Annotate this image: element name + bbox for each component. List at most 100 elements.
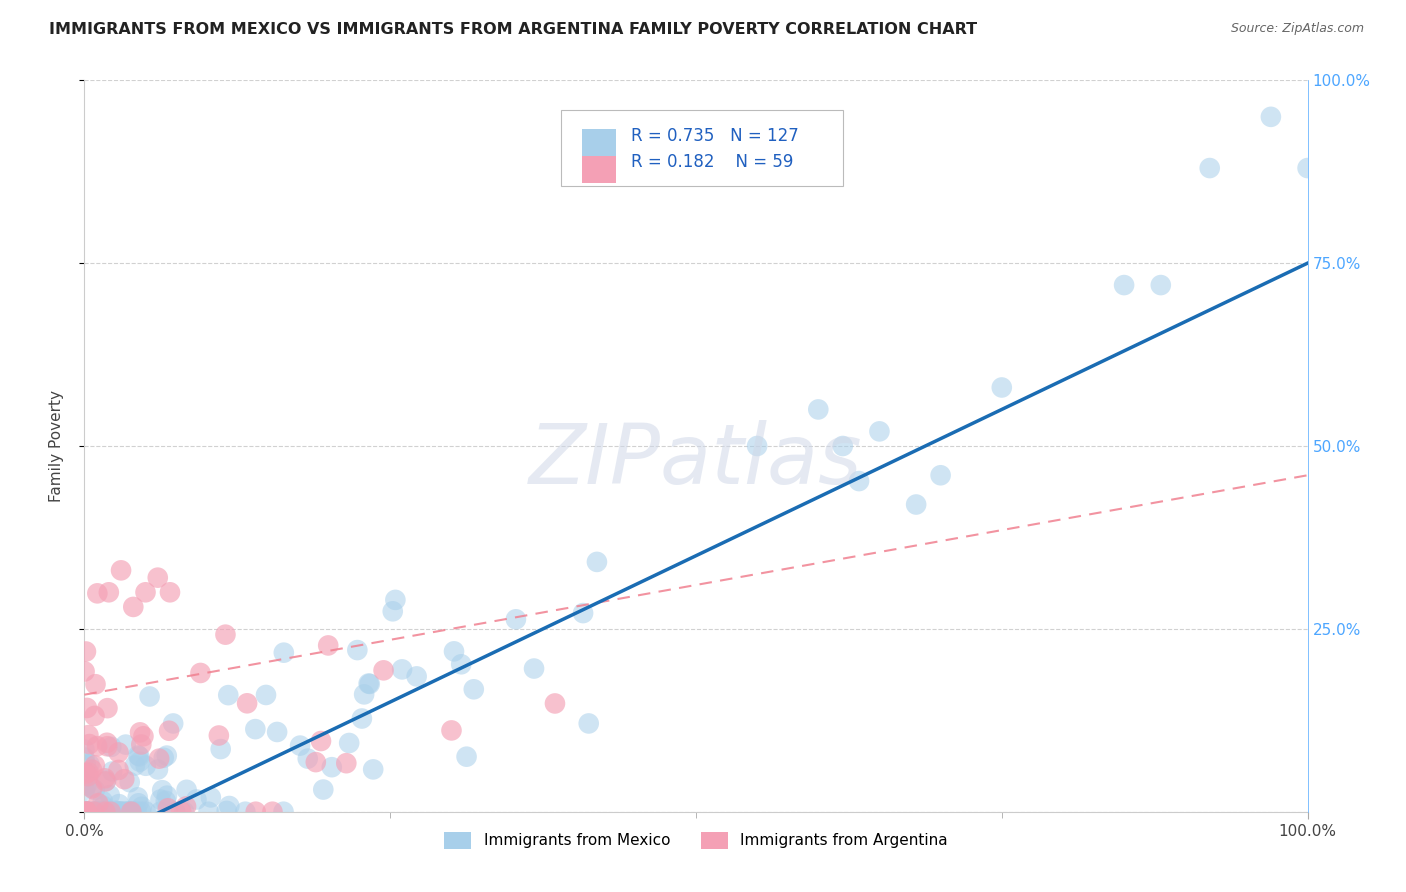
Point — [200, 790, 222, 805]
Text: R = 0.735   N = 127: R = 0.735 N = 127 — [631, 127, 799, 145]
Point — [79, 757, 101, 772]
Point — [149, 805, 172, 819]
Point — [384, 593, 406, 607]
Point — [1260, 110, 1282, 124]
Point — [215, 804, 238, 818]
Point — [101, 764, 124, 779]
Point — [75, 805, 97, 819]
Point — [107, 746, 129, 760]
Point — [86, 739, 108, 754]
Point — [138, 690, 160, 704]
Point — [391, 662, 413, 676]
Point — [209, 742, 232, 756]
Point — [381, 604, 404, 618]
Point — [245, 805, 267, 819]
Point — [131, 738, 153, 752]
Point — [450, 657, 472, 672]
Point — [100, 739, 122, 754]
Point — [929, 468, 952, 483]
Point — [118, 805, 141, 819]
Point — [80, 780, 103, 795]
Point — [118, 775, 141, 789]
Point — [82, 805, 104, 819]
Point — [148, 752, 170, 766]
Point — [98, 805, 121, 819]
Point — [110, 805, 132, 819]
Point — [544, 697, 567, 711]
Point — [108, 805, 131, 819]
Point — [218, 799, 240, 814]
Point — [120, 805, 142, 819]
FancyBboxPatch shape — [582, 129, 616, 157]
Point — [124, 805, 146, 819]
Point — [359, 677, 381, 691]
Point — [76, 805, 98, 819]
Point — [297, 751, 319, 765]
Point — [94, 772, 117, 786]
Point — [73, 742, 96, 756]
Point — [146, 571, 169, 585]
Point — [73, 805, 96, 819]
Point — [176, 782, 198, 797]
Point — [156, 801, 179, 815]
Point — [76, 805, 98, 819]
Point — [266, 725, 288, 739]
Point — [505, 612, 527, 626]
Point — [135, 805, 157, 819]
Point — [1296, 161, 1319, 175]
Point — [129, 725, 152, 739]
Point — [75, 766, 97, 780]
Point — [440, 723, 463, 738]
Point — [107, 763, 129, 777]
Point — [128, 749, 150, 764]
Point — [91, 794, 114, 808]
Point — [122, 599, 145, 614]
Point — [84, 805, 107, 819]
Point — [108, 797, 131, 812]
Point — [316, 639, 339, 653]
Point — [905, 498, 928, 512]
Point — [86, 586, 108, 600]
Point — [87, 805, 110, 819]
Point — [73, 805, 96, 819]
Point — [121, 805, 143, 819]
Point — [94, 805, 117, 819]
Point — [77, 765, 100, 780]
Point — [73, 803, 96, 817]
Point — [82, 781, 104, 796]
Point — [114, 738, 136, 752]
Point — [80, 805, 103, 819]
Point — [309, 734, 332, 748]
Point — [120, 805, 142, 819]
Point — [110, 805, 132, 819]
Point — [104, 804, 127, 818]
Point — [114, 805, 136, 819]
Point — [312, 782, 335, 797]
Point — [523, 661, 546, 675]
Point — [149, 792, 172, 806]
Point — [100, 805, 122, 819]
Point — [77, 769, 100, 783]
Point — [165, 805, 187, 819]
Point — [132, 729, 155, 743]
Point — [236, 696, 259, 710]
Point — [1150, 278, 1173, 293]
Point — [373, 664, 395, 678]
Point — [214, 627, 236, 641]
Point — [98, 788, 121, 802]
Point — [305, 755, 328, 769]
Point — [94, 774, 117, 789]
Point — [353, 687, 375, 701]
Point — [135, 758, 157, 772]
Point — [262, 805, 284, 819]
Point — [463, 682, 485, 697]
Point — [146, 763, 169, 777]
Point — [75, 756, 97, 771]
Y-axis label: Family Poverty: Family Poverty — [49, 390, 63, 502]
Point — [94, 805, 117, 819]
Point — [1198, 161, 1220, 175]
Point — [578, 716, 600, 731]
Point — [128, 755, 150, 769]
Point — [150, 783, 173, 797]
Point — [76, 805, 98, 819]
